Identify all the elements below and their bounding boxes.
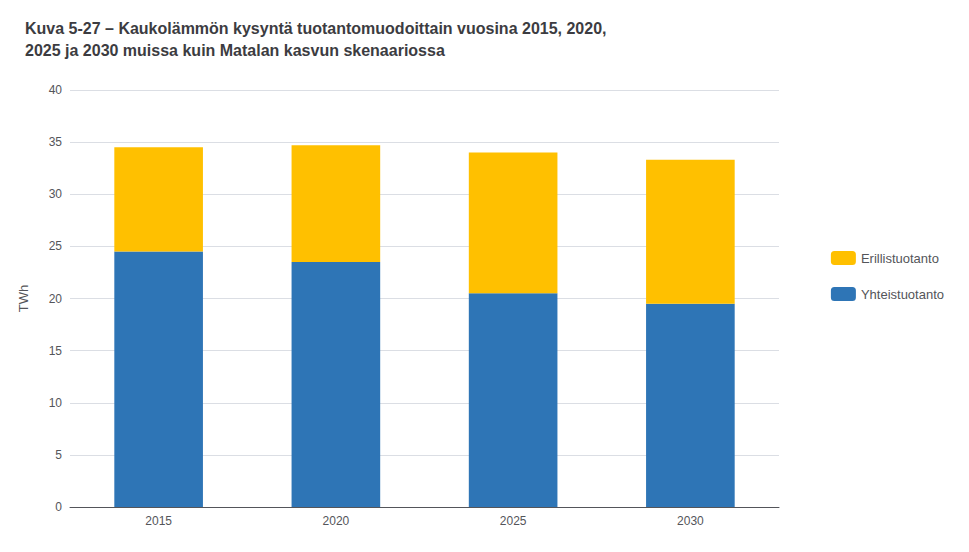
svg-text:2025: 2025 [500,514,527,528]
svg-text:25: 25 [49,239,63,253]
svg-text:2020: 2020 [323,514,350,528]
svg-text:5: 5 [55,448,62,462]
svg-text:Yhteistuotanto: Yhteistuotanto [861,287,944,302]
svg-text:Kuva 5-27 – Kaukolämmön kysynt: Kuva 5-27 – Kaukolämmön kysyntä tuotanto… [25,20,607,37]
svg-text:35: 35 [49,135,63,149]
svg-text:40: 40 [49,83,63,97]
svg-text:20: 20 [49,292,63,306]
svg-text:2030: 2030 [677,514,704,528]
svg-text:0: 0 [55,500,62,514]
svg-text:TWh: TWh [16,285,31,312]
svg-text:2025 ja 2030 muissa kuin Matal: 2025 ja 2030 muissa kuin Matalan kasvun … [25,42,445,59]
svg-text:2015: 2015 [145,514,172,528]
svg-text:15: 15 [49,344,63,358]
svg-text:30: 30 [49,187,63,201]
svg-text:Erillistuotanto: Erillistuotanto [861,251,939,266]
svg-text:10: 10 [49,396,63,410]
